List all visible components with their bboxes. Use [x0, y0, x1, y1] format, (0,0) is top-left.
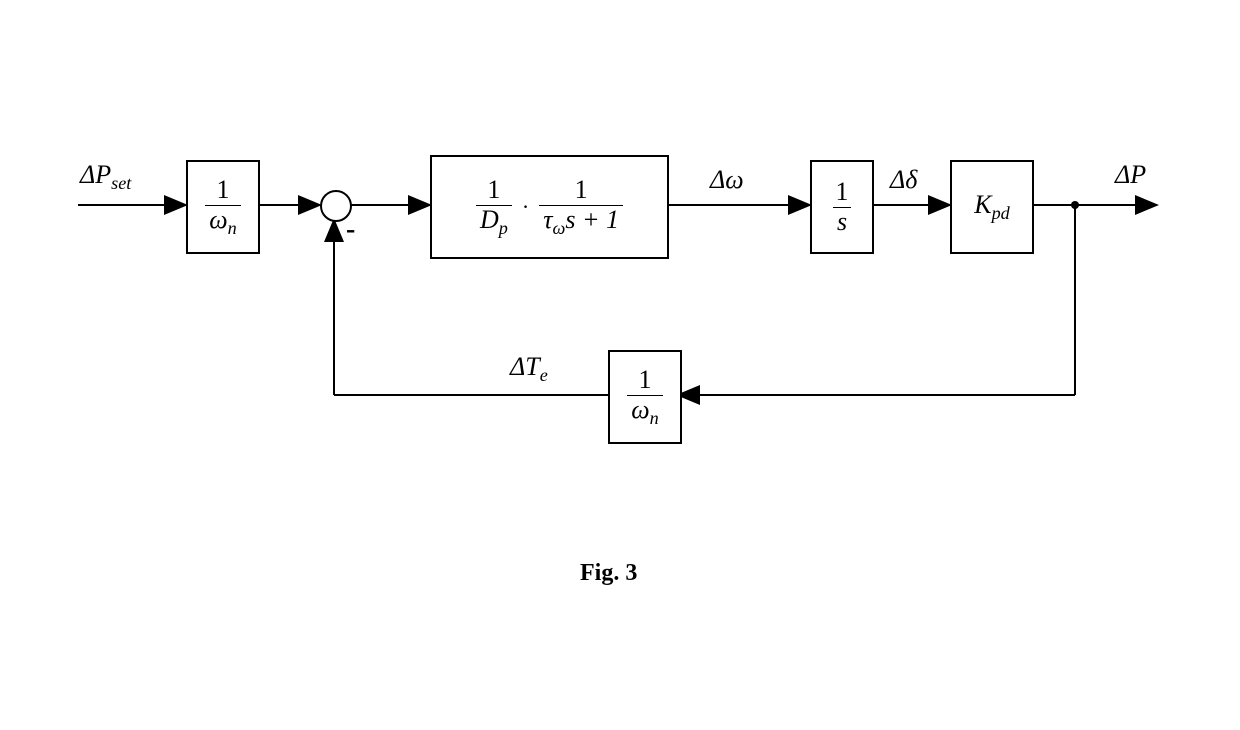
b2-right-num: 1	[571, 176, 592, 205]
b5-num: 1	[634, 366, 655, 395]
b3-num: 1	[832, 178, 853, 207]
block-gain-1-over-wn-feedback: 1 ωn	[608, 350, 682, 444]
b5-den-sym: ω	[631, 395, 649, 424]
signal-te-sub: e	[540, 365, 548, 385]
signal-input-sub: set	[111, 173, 131, 193]
block-gain-kpd: Kpd	[950, 160, 1034, 254]
b2-left-den-sym: D	[480, 205, 499, 234]
b1-den-sub: n	[228, 218, 237, 238]
signal-output-label: ΔP	[1115, 160, 1146, 190]
block-integrator: 1 s	[810, 160, 874, 254]
pickup-node	[1071, 201, 1079, 209]
signal-delta-delta-label: Δδ	[890, 165, 917, 195]
b3-den: s	[837, 207, 847, 236]
b2-dot: ·	[522, 194, 529, 220]
b1-num: 1	[212, 176, 233, 205]
block-filter-dp-tau: 1 Dp · 1 τωs + 1	[430, 155, 669, 259]
sum-minus-sign: -	[346, 214, 355, 246]
b2-right-den-rest: s + 1	[565, 205, 619, 234]
signal-input-label: ΔPset	[80, 160, 131, 194]
b2-right-den-sym: τ	[543, 205, 552, 234]
signal-delta-te-label: ΔTe	[510, 352, 548, 386]
signal-te-text: ΔT	[510, 352, 540, 381]
signal-input-text: ΔP	[80, 160, 111, 189]
signal-delta-omega-label: Δω	[710, 165, 744, 195]
b1-den-sym: ω	[209, 205, 227, 234]
block-gain-1-over-wn-input: 1 ωn	[186, 160, 260, 254]
b5-den-sub: n	[650, 408, 659, 428]
figure-caption: Fig. 3	[580, 560, 637, 587]
b4-sub: pd	[992, 203, 1010, 223]
b4-sym: K	[974, 190, 991, 219]
b2-right-den-sub: ω	[553, 218, 566, 238]
b2-left-den-sub: p	[499, 218, 508, 238]
b2-left-num: 1	[483, 176, 504, 205]
diagram-canvas: ΔPset 1 ωn - 1 Dp · 1 τωs + 1 Δω 1 s Δ	[0, 0, 1240, 730]
